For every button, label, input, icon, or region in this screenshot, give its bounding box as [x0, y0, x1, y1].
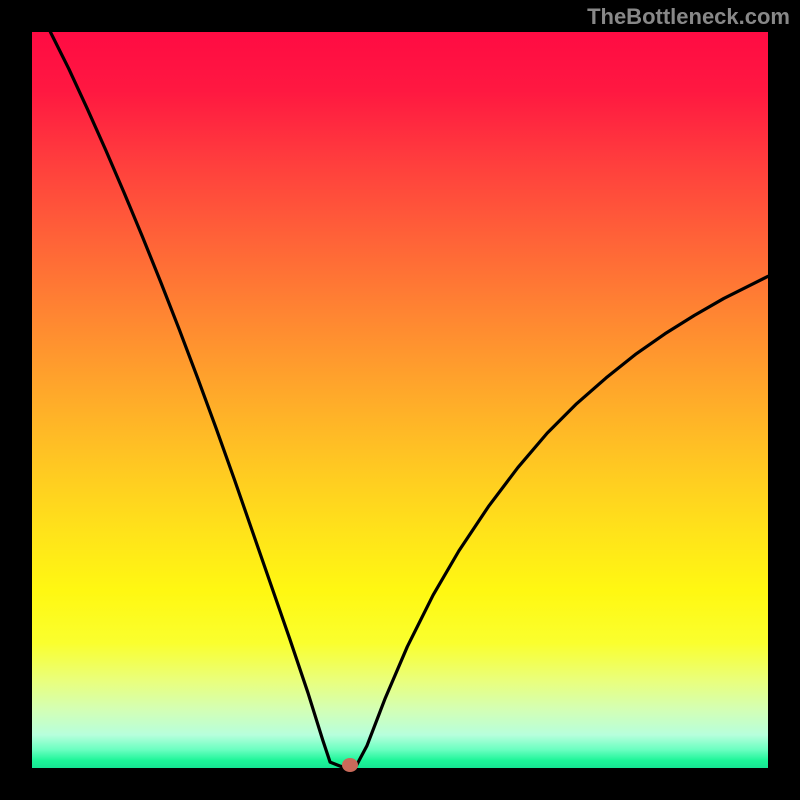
- bottleneck-curve: [50, 32, 768, 767]
- plot-area: [32, 32, 768, 768]
- chart-svg: [32, 32, 768, 768]
- figure-frame: TheBottleneck.com: [0, 0, 800, 800]
- watermark-label: TheBottleneck.com: [587, 4, 790, 30]
- watermark-text: TheBottleneck.com: [587, 4, 790, 29]
- optimal-point-marker: [342, 758, 358, 772]
